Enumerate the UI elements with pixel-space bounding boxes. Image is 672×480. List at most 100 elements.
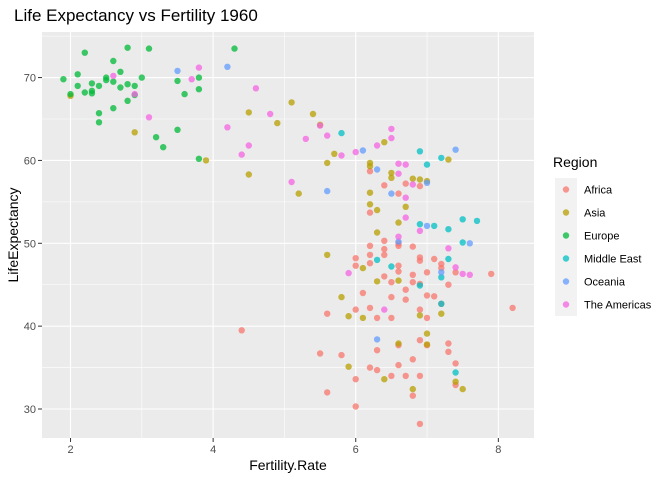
point-middle-east xyxy=(459,216,466,223)
point-africa xyxy=(452,360,459,367)
point-middle-east xyxy=(416,221,424,228)
legend: Region Africa Asia Europe Middle East Oceani… xyxy=(553,154,652,316)
point-oceania xyxy=(423,179,431,186)
point-africa xyxy=(381,237,388,244)
x-axis-ticks: 2 4 6 8 xyxy=(67,438,501,456)
point-africa xyxy=(366,260,374,267)
point-the-americas xyxy=(238,151,245,158)
legend-key-europe xyxy=(562,232,570,239)
y-tick-label: 30 xyxy=(24,404,36,416)
x-tick-label: 4 xyxy=(210,444,216,456)
point-africa xyxy=(352,262,359,269)
point-the-americas xyxy=(395,233,402,240)
point-africa xyxy=(324,310,331,317)
point-oceania xyxy=(359,147,367,154)
point-africa xyxy=(338,351,345,359)
point-africa xyxy=(445,348,452,355)
point-africa xyxy=(352,403,359,410)
point-asia xyxy=(423,330,431,337)
point-asia xyxy=(416,176,424,183)
point-oceania xyxy=(224,63,231,70)
point-the-americas xyxy=(288,178,295,186)
point-the-americas xyxy=(338,152,345,159)
legend-label-asia: Asia xyxy=(584,208,606,220)
point-the-americas xyxy=(452,264,459,271)
point-europe xyxy=(95,110,103,117)
point-middle-east xyxy=(416,148,424,155)
point-africa xyxy=(381,273,388,280)
y-tick-label: 60 xyxy=(24,155,36,167)
legend-label-the-americas: The Americas xyxy=(584,300,652,312)
point-middle-east xyxy=(473,217,481,225)
point-the-americas xyxy=(416,227,424,235)
point-middle-east xyxy=(423,161,431,168)
point-the-americas xyxy=(345,269,352,277)
point-asia xyxy=(373,206,381,214)
point-africa xyxy=(409,356,416,363)
point-asia xyxy=(373,278,381,285)
point-middle-east xyxy=(373,256,381,264)
point-the-americas xyxy=(302,135,309,143)
point-the-americas xyxy=(402,214,409,221)
point-middle-east xyxy=(431,222,438,230)
x-tick-label: 6 xyxy=(353,444,359,456)
point-asia xyxy=(409,385,416,393)
point-europe xyxy=(195,74,203,81)
point-asia xyxy=(402,203,409,210)
point-the-americas xyxy=(245,142,252,149)
point-africa xyxy=(416,372,424,380)
grid-major xyxy=(42,32,534,438)
point-africa xyxy=(402,180,409,187)
point-africa xyxy=(352,376,359,383)
y-tick-label: 40 xyxy=(24,321,36,333)
point-the-americas xyxy=(409,181,416,188)
point-the-americas xyxy=(188,76,195,83)
point-middle-east xyxy=(388,263,395,270)
point-asia xyxy=(345,363,352,370)
point-africa xyxy=(423,269,431,276)
point-the-americas xyxy=(388,134,395,142)
point-africa xyxy=(416,420,424,428)
point-asia xyxy=(416,312,424,319)
point-africa xyxy=(366,168,374,175)
legend-items: Africa Asia Europe Middle East Oceania The Am… xyxy=(555,178,652,316)
point-europe xyxy=(131,82,138,90)
point-middle-east xyxy=(452,369,459,376)
point-asia xyxy=(366,201,374,208)
point-europe xyxy=(195,86,203,93)
point-asia xyxy=(202,157,210,164)
legend-title: Region xyxy=(553,154,597,170)
point-europe xyxy=(110,105,117,112)
point-the-americas xyxy=(395,170,402,177)
point-africa xyxy=(366,304,374,312)
point-middle-east xyxy=(438,300,445,307)
point-the-americas xyxy=(252,85,260,92)
point-europe xyxy=(138,74,145,81)
point-middle-east xyxy=(338,129,345,137)
point-europe xyxy=(195,155,203,162)
legend-label-africa: Africa xyxy=(584,185,613,197)
point-asia xyxy=(295,190,302,197)
point-africa xyxy=(381,182,388,189)
legend-key-middle-east xyxy=(562,255,570,262)
point-the-americas xyxy=(373,142,381,149)
point-europe xyxy=(117,84,124,91)
point-asia xyxy=(309,110,317,118)
y-axis-ticks: 30 40 50 60 70 xyxy=(24,73,42,416)
data-points xyxy=(60,44,516,428)
point-europe xyxy=(174,126,181,133)
point-oceania xyxy=(388,190,395,197)
point-asia xyxy=(409,175,416,182)
point-asia xyxy=(288,99,295,106)
point-africa xyxy=(402,296,409,303)
point-africa xyxy=(366,242,374,249)
point-africa xyxy=(445,340,452,347)
point-africa xyxy=(388,279,395,286)
point-africa xyxy=(423,314,431,322)
point-africa xyxy=(409,392,416,399)
point-europe xyxy=(74,82,81,90)
legend-key-background xyxy=(555,178,577,316)
point-africa xyxy=(409,271,416,278)
y-tick-label: 70 xyxy=(24,73,36,85)
point-europe xyxy=(88,80,96,87)
